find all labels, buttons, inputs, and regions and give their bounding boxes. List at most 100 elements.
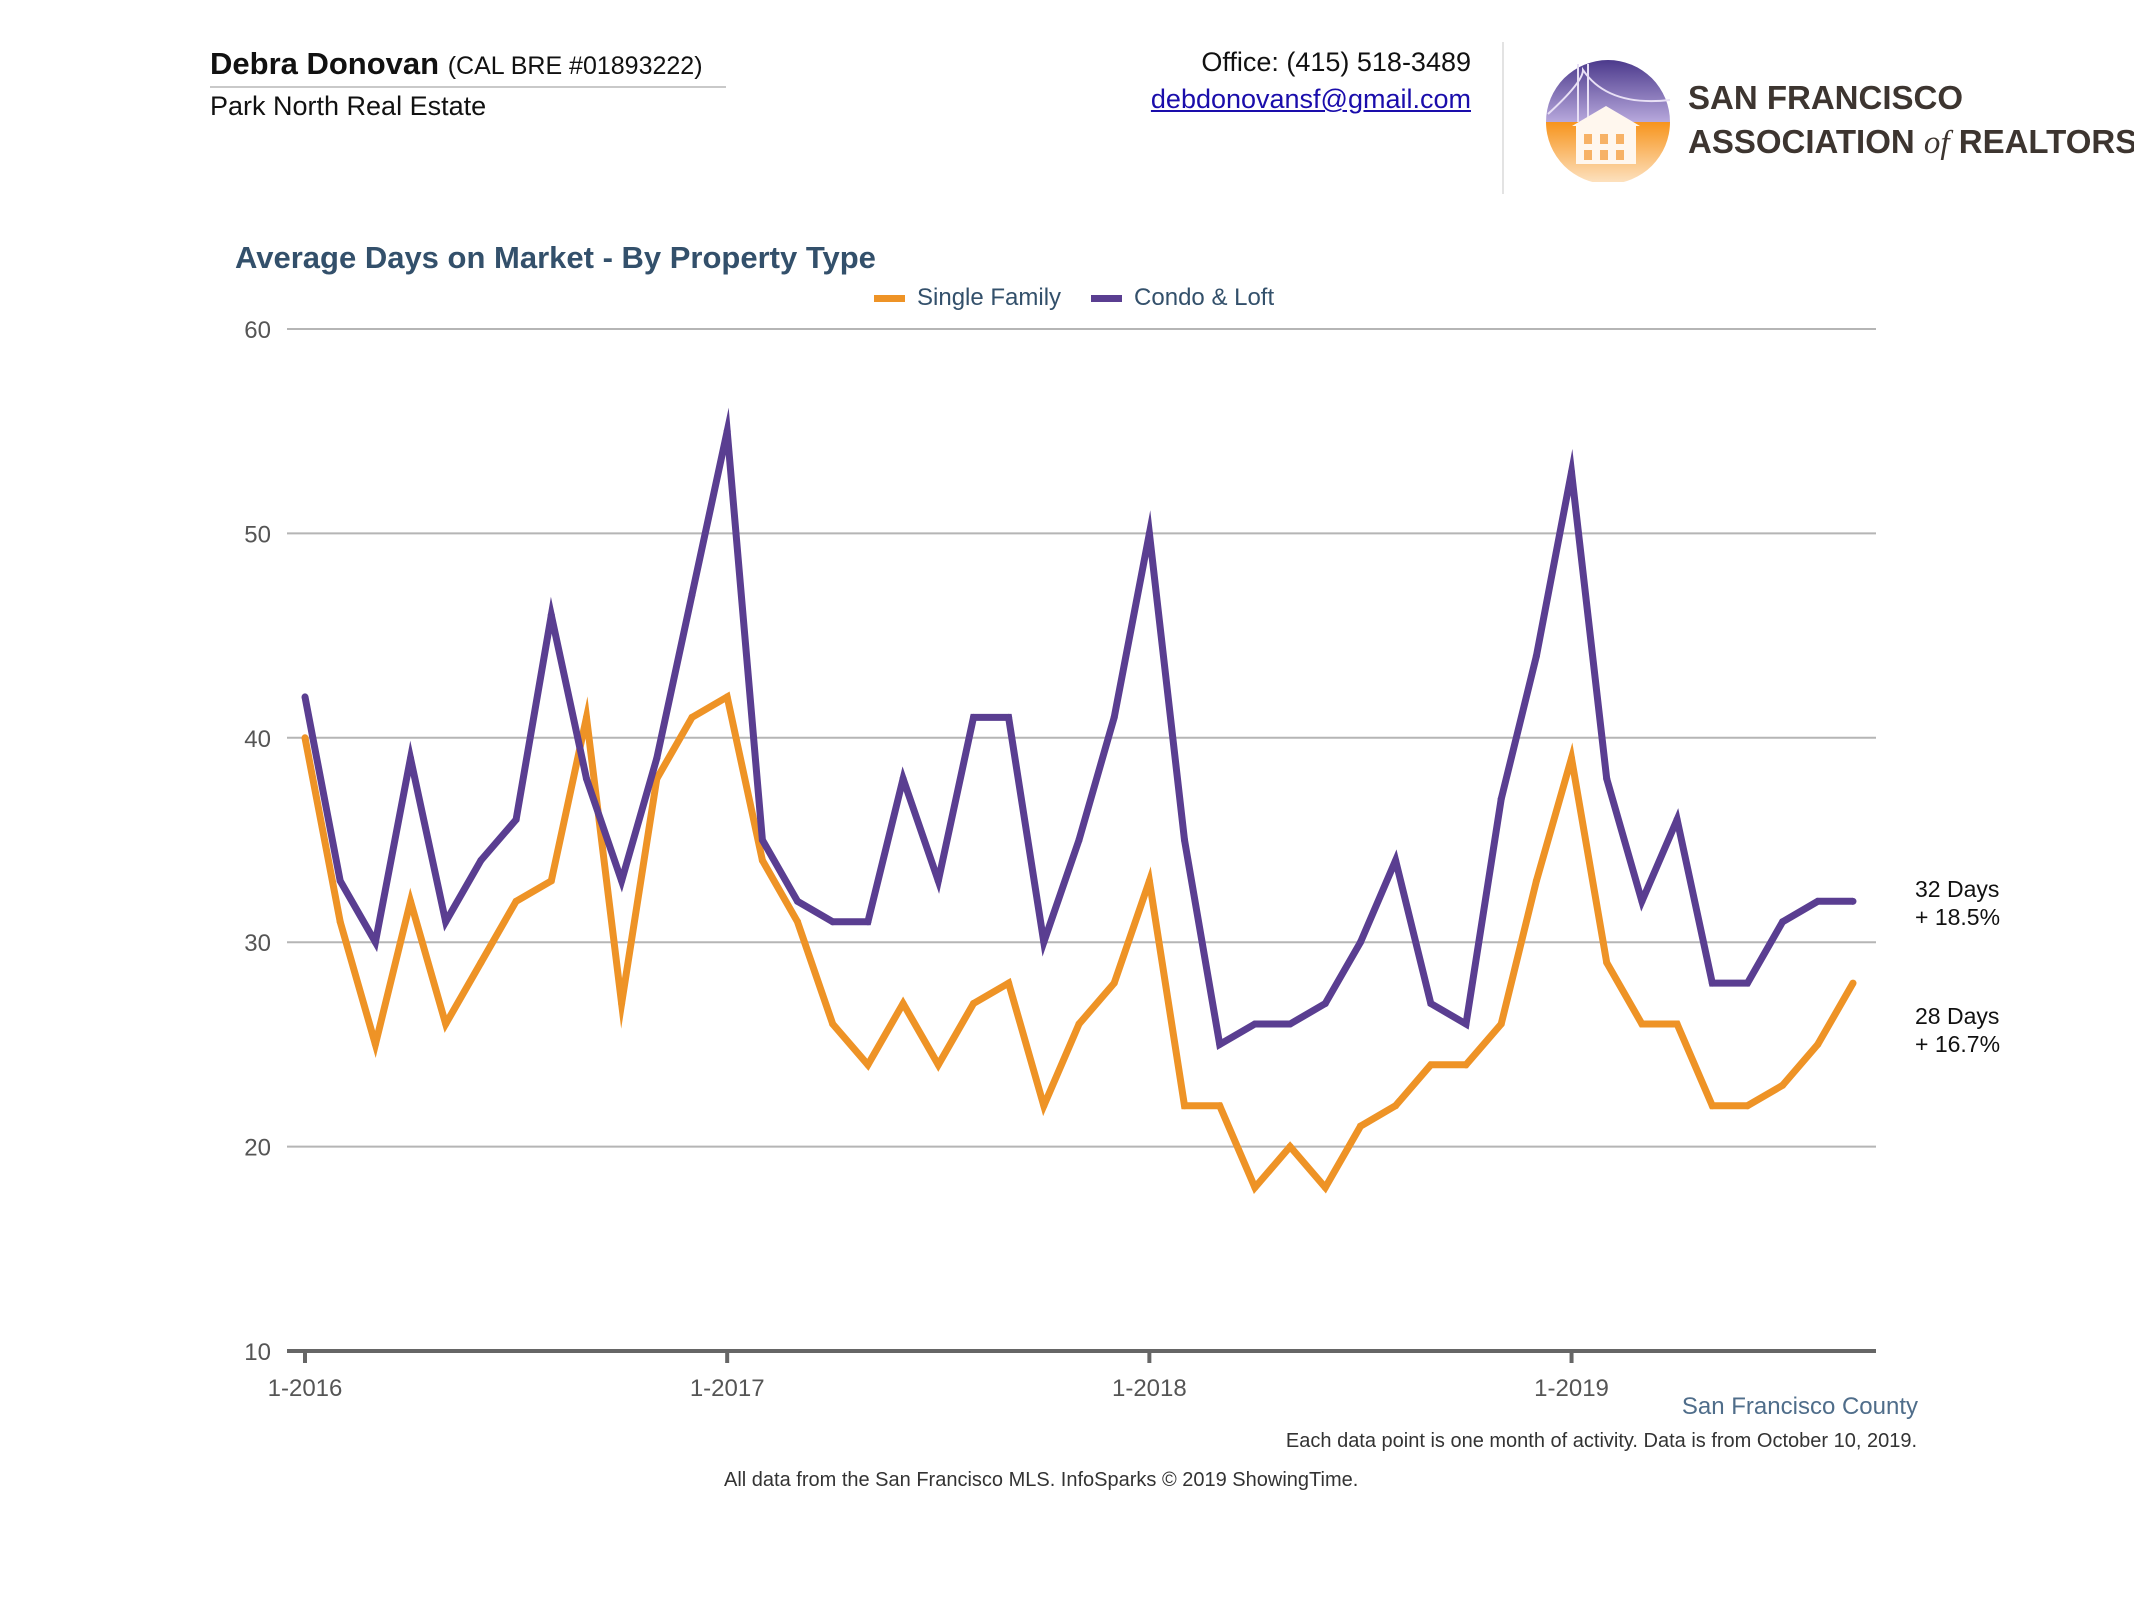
chart-legend: Single Family Condo & Loft <box>874 284 1304 312</box>
series-layer <box>301 407 1857 1195</box>
data-point <box>1603 775 1611 783</box>
data-point <box>899 775 907 783</box>
data-point <box>1708 1102 1716 1110</box>
data-point <box>1568 754 1576 762</box>
legend-swatch-single-family <box>874 294 905 302</box>
data-point <box>301 734 309 742</box>
data-point <box>547 877 555 885</box>
data-point <box>582 713 590 721</box>
legend-swatch-condo-loft <box>1091 294 1123 302</box>
data-point <box>1462 1061 1470 1069</box>
data-point <box>477 959 485 967</box>
data-point <box>758 836 766 844</box>
sfar-logo-icon <box>1546 60 1671 182</box>
data-point <box>512 897 520 905</box>
data-point <box>336 877 344 885</box>
logo-line-1: SAN FRANCISCO <box>1688 79 1964 116</box>
office-phone: Office: (415) 518-3489 <box>1201 47 1471 77</box>
end-label-condo-loft: 32 Days + 18.5% <box>1915 875 2000 931</box>
data-point <box>1251 1020 1259 1028</box>
y-tick-label: 60 <box>244 317 271 344</box>
data-point <box>1005 979 1013 987</box>
data-point <box>1110 713 1118 721</box>
data-point <box>1110 979 1118 987</box>
data-point <box>1392 856 1400 864</box>
data-point <box>653 775 661 783</box>
data-point <box>934 877 942 885</box>
data-point <box>371 938 379 946</box>
data-point <box>899 1000 907 1008</box>
data-point <box>1497 1020 1505 1028</box>
x-tick-label: 1-2017 <box>690 1375 765 1402</box>
data-point <box>969 713 977 721</box>
data-point <box>688 713 696 721</box>
data-point <box>723 427 731 435</box>
data-point <box>1603 959 1611 967</box>
data-point <box>1356 938 1364 946</box>
data-point <box>1532 877 1540 885</box>
data-point <box>829 918 837 926</box>
data-point <box>407 754 415 762</box>
agent-company: Park North Real Estate <box>210 91 487 121</box>
data-point <box>1462 1020 1470 1028</box>
data-point <box>1849 897 1857 905</box>
data-point <box>1673 1020 1681 1028</box>
y-tick-label: 40 <box>244 726 271 753</box>
data-point <box>1040 938 1048 946</box>
end-label-condo-change: + 18.5% <box>1915 904 2001 930</box>
data-point <box>1040 1102 1048 1110</box>
footer-note: Each data point is one month of activity… <box>1285 1430 1917 1452</box>
data-point <box>1321 1000 1329 1008</box>
data-point <box>1532 652 1540 660</box>
legend-label-condo-loft: Condo & Loft <box>1134 284 1275 311</box>
y-tick-label: 20 <box>244 1135 271 1162</box>
data-point <box>547 611 555 619</box>
data-point <box>407 897 415 905</box>
end-label-condo-days: 32 Days <box>1915 876 2000 902</box>
agent-name-underline <box>210 86 726 88</box>
data-point <box>794 897 802 905</box>
data-point <box>1181 1102 1189 1110</box>
data-point <box>1321 1183 1329 1191</box>
data-point <box>1814 897 1822 905</box>
grid-layer <box>287 328 1876 1148</box>
y-tick-label: 50 <box>244 521 271 548</box>
data-point <box>1145 529 1153 537</box>
sfar-logo-text: SAN FRANCISCO ASSOCIATION of REALTORS® <box>1688 78 2134 163</box>
logo-line-2: ASSOCIATION of REALTORS® <box>1688 123 2134 161</box>
y-tick-label: 10 <box>244 1339 271 1366</box>
data-point <box>1779 1081 1787 1089</box>
header-divider <box>1502 42 1504 194</box>
data-point <box>864 918 872 926</box>
data-point <box>1427 1000 1435 1008</box>
end-label-sf-days: 28 Days <box>1915 1003 2000 1029</box>
data-point <box>829 1020 837 1028</box>
legend-label-single-family: Single Family <box>917 284 1062 311</box>
data-point <box>1568 468 1576 476</box>
agent-email-link[interactable]: debdonovansf@gmail.com <box>1150 84 1471 114</box>
data-point <box>794 918 802 926</box>
data-point <box>864 1061 872 1069</box>
end-label-sf-change: + 16.7% <box>1915 1031 2001 1057</box>
footer-source: All data from the San Francisco MLS. Inf… <box>724 1469 1359 1491</box>
data-point <box>618 1000 626 1008</box>
y-tick-label: 30 <box>244 930 271 957</box>
end-label-single-family: 28 Days + 16.7% <box>1915 1002 2000 1058</box>
data-point <box>1216 1102 1224 1110</box>
agent-license: (CAL BRE #01893222) <box>447 52 703 80</box>
data-point <box>1743 1102 1751 1110</box>
agent-name-text: Debra Donovan <box>210 46 440 81</box>
data-point <box>301 693 309 701</box>
data-point <box>1638 897 1646 905</box>
data-point <box>1075 836 1083 844</box>
x-tick-label: 1-2019 <box>1534 1375 1609 1402</box>
data-point <box>1708 979 1716 987</box>
data-point <box>477 856 485 864</box>
data-point <box>934 1061 942 1069</box>
data-point <box>1814 1040 1822 1048</box>
x-tick-label: 1-2018 <box>1112 1375 1187 1402</box>
chart-title: Average Days on Market - By Property Typ… <box>235 240 876 275</box>
data-point <box>371 1040 379 1048</box>
data-point <box>1638 1020 1646 1028</box>
